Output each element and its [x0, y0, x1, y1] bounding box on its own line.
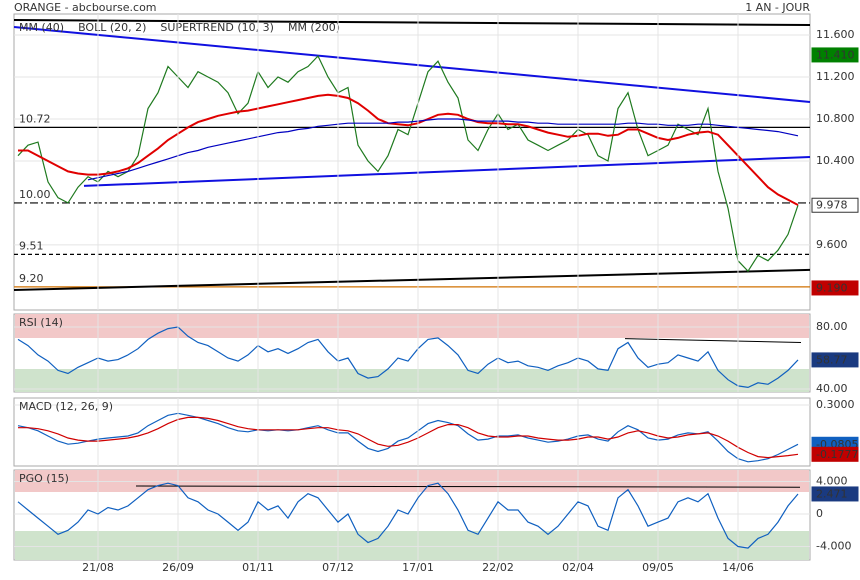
value-box	[811, 47, 859, 63]
zone	[15, 369, 809, 392]
period: 1 AN - JOUR	[745, 1, 810, 14]
level-label: 10.00	[19, 188, 51, 201]
zone	[15, 314, 809, 338]
panel-title: PGO (15)	[19, 472, 69, 485]
trendline	[83, 155, 811, 187]
series-line	[17, 326, 799, 389]
trendline	[13, 18, 811, 27]
panel-title: RSI (14)	[19, 316, 63, 329]
y-tick-label: -4.000	[816, 540, 851, 553]
x-tick-label: 07/12	[322, 561, 354, 574]
level-label: 10.72	[19, 112, 51, 125]
value-box	[811, 197, 859, 213]
series-line	[87, 118, 799, 181]
value-box-label: 58.77	[816, 353, 848, 366]
x-tick-label: 09/05	[642, 561, 674, 574]
zone	[15, 531, 809, 560]
y-tick-label: 9.600	[816, 238, 848, 251]
y-tick-label: 80.00	[816, 320, 848, 333]
panel-title: MACD (12, 26, 9)	[19, 400, 113, 413]
value-box	[811, 280, 859, 296]
value-box	[811, 486, 859, 502]
y-tick-label: 11.200	[816, 70, 855, 83]
y-tick-label: 10.400	[816, 154, 855, 167]
legend-entry: SUPERTREND (10, 3)	[160, 21, 274, 34]
value-box-label: 9.190	[816, 281, 848, 294]
trendline	[13, 26, 811, 103]
x-tick-label: 01/11	[242, 561, 274, 574]
x-tick-label: 02/04	[562, 561, 594, 574]
value-box-label: -0.1777	[816, 448, 858, 461]
site-title: ORANGE - abcbourse.com	[14, 1, 157, 14]
legend-entry: MM (40)	[19, 21, 64, 34]
series-line	[18, 416, 799, 459]
series-line	[18, 93, 799, 206]
trendline	[13, 268, 811, 291]
value-box	[811, 446, 859, 462]
x-tick-label: 14/06	[722, 561, 754, 574]
panel-frame	[13, 397, 811, 467]
trendline	[624, 338, 802, 344]
level-label: 9.51	[19, 239, 44, 252]
x-tick-label: 26/09	[162, 561, 194, 574]
y-tick-label: 0	[816, 507, 823, 520]
level-label: 9.20	[19, 272, 44, 285]
y-tick-label: 0.3000	[816, 398, 855, 411]
y-tick-label: 4.000	[816, 475, 848, 488]
x-tick-label: 21/08	[82, 561, 114, 574]
y-tick-label: 40.00	[816, 382, 848, 395]
x-tick-label: 17/01	[402, 561, 434, 574]
value-box-label: 2.471	[816, 487, 848, 500]
x-tick-label: 22/02	[482, 561, 514, 574]
trendline	[135, 485, 801, 488]
y-tick-label: 10.800	[816, 112, 855, 125]
y-tick-label: 11.600	[816, 28, 855, 41]
value-box	[811, 352, 859, 368]
series-line	[17, 54, 799, 273]
series-line	[17, 412, 799, 463]
value-box-label: 11.410	[816, 48, 855, 61]
zone	[15, 470, 809, 492]
series-line	[17, 482, 799, 549]
legend-entry: BOLL (20, 2)	[78, 21, 146, 34]
legend-entry: MM (200)	[288, 21, 340, 34]
value-box-label: 9.978	[816, 199, 848, 212]
